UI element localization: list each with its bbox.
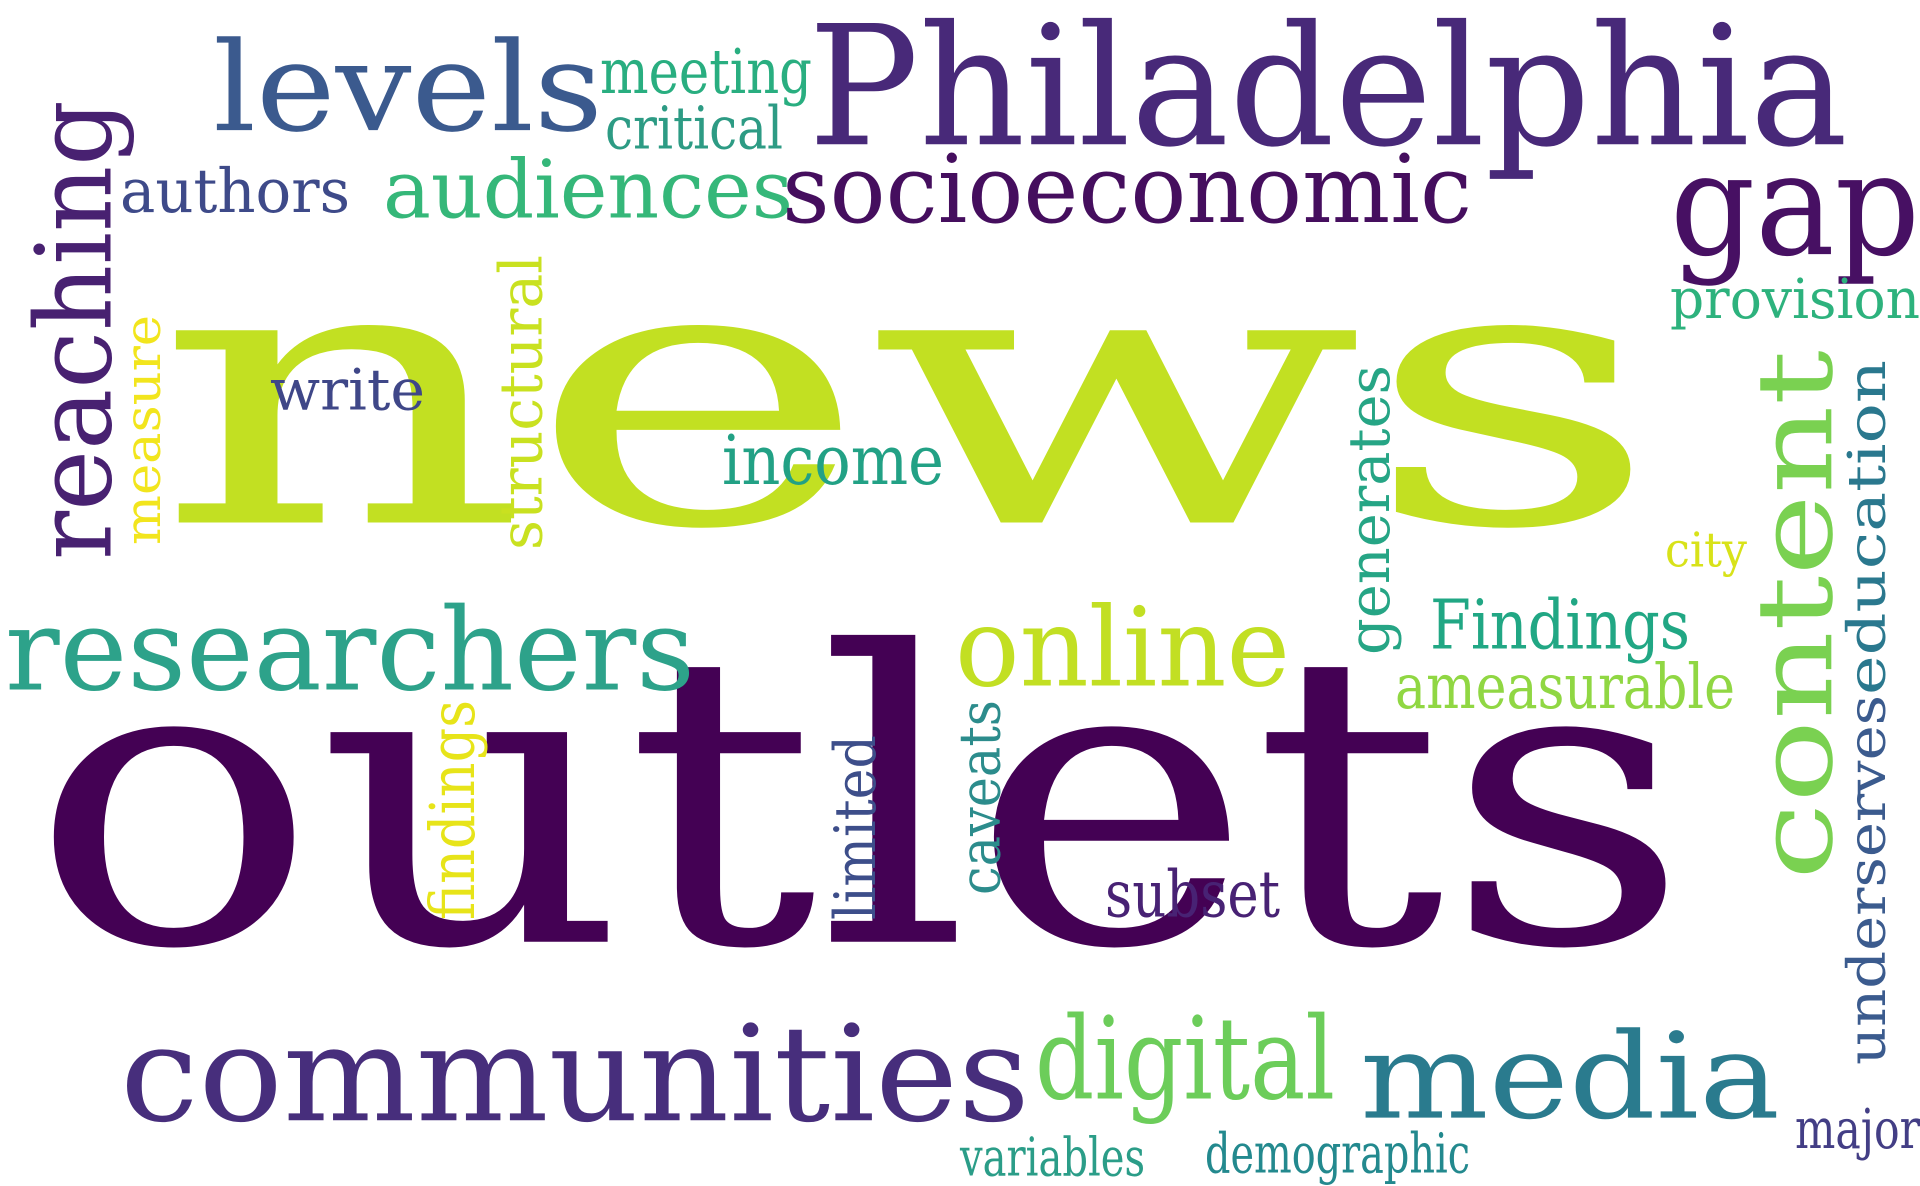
word-major: major bbox=[1795, 1097, 1920, 1162]
word-education: education bbox=[1837, 360, 1898, 695]
word-online: online bbox=[955, 583, 1290, 711]
word-levels: levels bbox=[213, 16, 603, 160]
word-outlets: outlets bbox=[30, 567, 1690, 1037]
word-generates: generates bbox=[1337, 365, 1403, 655]
word-digital: digital bbox=[1035, 994, 1335, 1126]
word-write: write bbox=[270, 356, 425, 423]
word-measure: measure bbox=[115, 315, 172, 545]
word-provision: provision bbox=[1670, 267, 1920, 331]
word-findings: Findings bbox=[1430, 586, 1690, 665]
word-news: news bbox=[155, 180, 1660, 611]
word-meeting: meeting bbox=[600, 37, 812, 109]
word-limited: limited bbox=[822, 735, 889, 920]
word-researchers: researchers bbox=[5, 584, 695, 717]
word-philadelphia: Philadelphia bbox=[808, 0, 1848, 184]
word-subset: subset bbox=[1105, 856, 1280, 931]
word-authors: authors bbox=[120, 157, 350, 228]
word-audiences: audiences bbox=[383, 143, 793, 237]
word-income: income bbox=[722, 421, 944, 500]
word-caveats: caveats bbox=[947, 700, 1013, 895]
word-underserves: underserves bbox=[1837, 695, 1898, 1065]
word-gap: gap bbox=[1670, 122, 1920, 288]
word-communities: communities bbox=[120, 998, 1030, 1153]
word-demographic: demographic bbox=[1205, 1122, 1470, 1186]
word-ameasurable: ameasurable bbox=[1395, 652, 1735, 723]
word-city: city bbox=[1665, 522, 1747, 578]
word-socioeconomic: socioeconomic bbox=[782, 135, 1472, 245]
word-critical: critical bbox=[605, 94, 783, 163]
word-reaching: reaching bbox=[15, 100, 136, 560]
word-content: content bbox=[1734, 350, 1856, 880]
word-findings: findings bbox=[416, 700, 488, 920]
word-media: media bbox=[1360, 1009, 1780, 1147]
word-variables: variables bbox=[959, 1127, 1145, 1186]
word-structural: structural bbox=[486, 255, 555, 550]
